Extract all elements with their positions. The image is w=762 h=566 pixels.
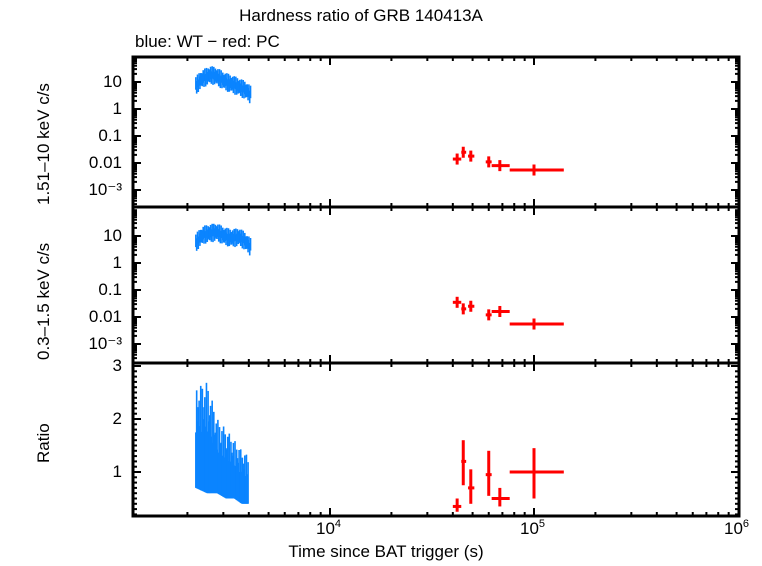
chart-subtitle: blue: WT − red: PC: [135, 32, 280, 51]
p1-ytick: 10⁻³: [88, 180, 122, 199]
p1-ytick: 0.01: [88, 153, 122, 172]
p2-ytick: 1: [112, 253, 122, 272]
panel-2-data: [195, 223, 564, 330]
xtick-1e5: 105: [520, 518, 546, 538]
p3-ytick: 2: [112, 409, 122, 428]
xtick-1e4: 104: [316, 518, 342, 538]
p1-ytick: 1: [112, 99, 122, 118]
panel-3-data: [195, 382, 564, 512]
p3-ytick: 1: [112, 462, 122, 481]
p2-ytick: 0.01: [88, 307, 122, 326]
chart-title: Hardness ratio of GRB 140413A: [239, 6, 483, 25]
p3-ytick: 3: [112, 356, 122, 375]
p1-ytick: 0.1: [98, 126, 122, 145]
p1-ytick: 10: [103, 72, 122, 91]
p2-ytick: 0.1: [98, 280, 122, 299]
x-axis-label: Time since BAT trigger (s): [288, 542, 484, 561]
p2-ytick: 10: [103, 226, 122, 245]
xtick-1e6: 106: [724, 518, 750, 538]
p2-ytick: 10⁻³: [88, 334, 122, 353]
panel-1-data: [195, 66, 564, 176]
